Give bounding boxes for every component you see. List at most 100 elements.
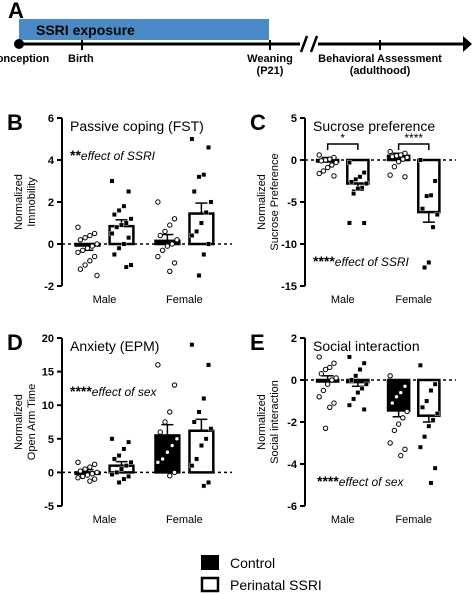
data-point-control [398, 152, 404, 158]
conception-dot-icon [14, 39, 24, 49]
legend-swatch-ssri [200, 576, 220, 593]
data-point-ssri [116, 480, 122, 485]
data-point-control [91, 476, 98, 482]
data-point-ssri [111, 212, 117, 217]
timeline-event-label: Conception [0, 53, 50, 65]
data-point-control [167, 222, 173, 228]
data-point-ssri [203, 436, 209, 442]
data-point-ssri [355, 186, 361, 191]
timeline-arrowhead-icon [463, 36, 472, 52]
category-label: Male [331, 294, 355, 306]
timeline-event-label: Birth [68, 53, 94, 65]
data-point-ssri [119, 222, 124, 228]
data-point-control [82, 235, 88, 241]
data-point-control [157, 429, 163, 435]
data-point-control [318, 371, 325, 377]
data-point-ssri [420, 206, 425, 212]
data-point-ssri [346, 220, 352, 226]
data-point-control [395, 158, 402, 165]
data-point-ssri [121, 203, 127, 209]
effect-annotation: ****effect of sex [70, 383, 157, 399]
data-point-control [77, 468, 84, 474]
data-point-control [167, 473, 173, 479]
data-point-ssri [191, 189, 197, 194]
effect-text: effect of SSRI [335, 255, 410, 269]
data-point-control [75, 224, 81, 230]
y-tick-label: 10 [42, 400, 54, 412]
data-point-ssri [426, 260, 432, 265]
data-point-ssri [351, 396, 357, 402]
data-point-ssri [208, 426, 214, 432]
data-point-control [331, 400, 337, 406]
data-point-ssri [119, 466, 124, 472]
data-point-ssri [432, 381, 438, 387]
data-point-ssri [428, 192, 434, 198]
data-point-ssri [128, 262, 134, 268]
y-tick-label: 5 [291, 113, 297, 125]
data-point-ssri [196, 174, 202, 180]
data-point-control [404, 408, 410, 415]
y-tick-label: -5 [287, 197, 297, 209]
y-axis-label: Social interaction [269, 380, 281, 464]
y-tick-label: -6 [287, 501, 297, 513]
data-point-ssri [432, 465, 438, 471]
data-point-ssri [123, 463, 129, 469]
data-point-control [327, 404, 333, 410]
data-point-ssri [201, 483, 207, 489]
data-point-control [316, 170, 322, 177]
timeline-break-gap [300, 34, 318, 54]
data-point-control [91, 253, 98, 260]
effect-stars: ** [70, 147, 81, 163]
data-point-control [402, 446, 408, 452]
data-point-ssri [194, 228, 200, 234]
data-point-ssri [201, 396, 207, 401]
data-point-control [322, 366, 329, 373]
data-point-ssri [121, 476, 127, 482]
effect-stars: **** [70, 383, 92, 399]
data-point-ssri [355, 390, 361, 395]
data-point-control [318, 158, 325, 164]
y-axis-label: Normalized [13, 174, 25, 230]
data-point-control [316, 394, 322, 400]
category-label: Female [395, 294, 432, 306]
y-axis-label: Normalized [256, 394, 268, 450]
timeline-event-label: Behavioral Assessment [318, 53, 442, 65]
data-point-ssri [123, 220, 129, 226]
data-point-control [167, 268, 173, 274]
y-tick-label: 5 [48, 434, 54, 446]
data-point-ssri [114, 224, 120, 230]
y-tick-label: 0 [291, 375, 297, 387]
timeline-event-label: (adulthood) [350, 65, 411, 77]
data-point-control [402, 383, 408, 389]
y-axis-label: Immobility [26, 177, 38, 227]
data-point-control [322, 157, 329, 163]
data-point-control [87, 478, 93, 484]
data-point-control [171, 216, 178, 222]
data-point-control [164, 449, 171, 455]
data-point-control [155, 459, 161, 466]
data-point-control [395, 421, 402, 427]
data-point-ssri [359, 386, 365, 391]
data-point-ssri [417, 444, 423, 450]
y-axis-label: Sucrose Preference [269, 153, 281, 250]
significance-stars: * [340, 131, 345, 145]
data-point-ssri [111, 456, 117, 462]
y-axis-label: Normalized [13, 394, 25, 450]
data-point-control [77, 237, 84, 243]
data-point-control [157, 232, 163, 239]
data-point-ssri [196, 273, 202, 278]
data-point-ssri [417, 362, 423, 368]
data-point-control [400, 415, 406, 421]
data-point-ssri [417, 157, 423, 163]
data-point-control [80, 247, 86, 254]
y-tick-label: 6 [48, 113, 54, 125]
y-tick-label: -10 [281, 239, 297, 251]
y-tick-label: 15 [42, 367, 54, 379]
legend-label-ssri: Perinatal SSRI [230, 577, 322, 593]
data-point-ssri [116, 453, 122, 458]
data-point-control [333, 159, 339, 166]
panel-c: C Sucrose preference -15 -10 -5 0 5 Normalized S… [250, 110, 456, 306]
timeline-break-right [309, 35, 319, 53]
data-point-ssri [206, 480, 211, 485]
